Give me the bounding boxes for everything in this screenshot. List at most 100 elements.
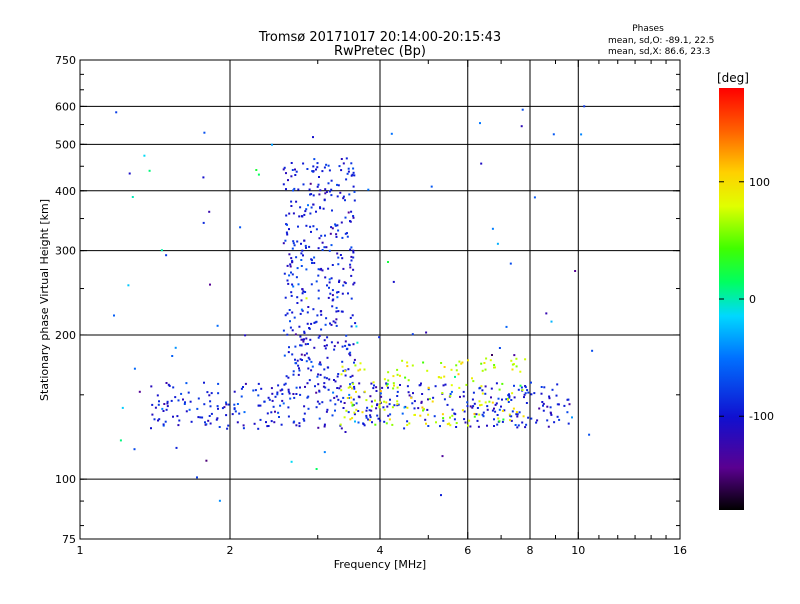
echo-point bbox=[550, 412, 552, 415]
echo-point bbox=[524, 386, 527, 389]
echo-point bbox=[347, 167, 350, 170]
echo-point bbox=[342, 284, 345, 287]
echo-point bbox=[440, 494, 442, 497]
y-axis-label: Stationary phase Virtual Height [km] bbox=[38, 199, 51, 401]
echo-point bbox=[441, 455, 444, 458]
echo-point bbox=[373, 384, 375, 387]
echo-point bbox=[350, 396, 353, 399]
echo-point bbox=[305, 297, 308, 300]
echo-point bbox=[317, 274, 320, 277]
echo-point bbox=[510, 419, 513, 422]
echo-point bbox=[479, 404, 481, 407]
echo-point bbox=[421, 393, 424, 395]
echo-point bbox=[287, 406, 290, 409]
echo-point bbox=[349, 375, 352, 378]
echo-point bbox=[240, 395, 243, 398]
echo-point bbox=[344, 216, 347, 219]
echo-point bbox=[450, 384, 453, 387]
echo-point bbox=[422, 361, 425, 364]
echo-point bbox=[338, 281, 340, 283]
echo-point bbox=[299, 386, 301, 389]
echo-point bbox=[342, 407, 345, 409]
echo-point bbox=[396, 373, 399, 376]
echo-point bbox=[478, 413, 481, 416]
echo-point bbox=[236, 403, 239, 405]
echo-point bbox=[307, 204, 309, 207]
echo-point bbox=[352, 249, 355, 252]
echo-point bbox=[271, 392, 274, 395]
echo-point bbox=[510, 415, 513, 418]
echo-point bbox=[203, 131, 206, 134]
echo-point bbox=[327, 164, 330, 167]
echo-point bbox=[165, 254, 168, 257]
echo-point bbox=[312, 194, 315, 197]
echo-point bbox=[318, 417, 321, 420]
echo-point bbox=[337, 184, 340, 187]
echo-point bbox=[493, 407, 495, 410]
echo-point bbox=[353, 281, 356, 284]
echo-point bbox=[345, 157, 348, 160]
echo-point bbox=[352, 251, 355, 254]
echo-point bbox=[336, 224, 339, 227]
echo-point bbox=[371, 421, 373, 424]
echo-point bbox=[505, 398, 508, 401]
echo-point bbox=[225, 403, 228, 406]
echo-point bbox=[327, 388, 330, 391]
echo-point bbox=[336, 296, 339, 299]
echo-point bbox=[403, 406, 406, 409]
echo-point bbox=[393, 384, 395, 387]
echo-point bbox=[337, 256, 340, 259]
echo-point bbox=[216, 417, 219, 420]
echo-point bbox=[391, 423, 394, 426]
echo-point bbox=[363, 390, 366, 393]
echo-point bbox=[525, 402, 528, 404]
echo-point bbox=[340, 427, 343, 430]
colorbar-ticks: 100 0 -100 bbox=[719, 176, 774, 423]
echo-point bbox=[498, 347, 501, 349]
echo-point bbox=[431, 400, 434, 403]
echo-point bbox=[349, 418, 352, 421]
echo-point bbox=[503, 409, 506, 412]
echo-point bbox=[167, 383, 170, 386]
echo-point bbox=[307, 356, 310, 359]
echo-point bbox=[336, 387, 339, 389]
echo-point bbox=[337, 229, 340, 232]
echo-point bbox=[349, 354, 352, 357]
echo-point bbox=[225, 414, 228, 417]
echo-point bbox=[314, 385, 316, 388]
echo-point bbox=[209, 422, 212, 425]
echo-point bbox=[128, 172, 131, 175]
echo-point bbox=[425, 331, 428, 334]
echo-point bbox=[358, 396, 361, 399]
echo-point bbox=[451, 408, 454, 411]
echo-point bbox=[289, 397, 292, 400]
echo-point bbox=[316, 375, 319, 378]
echo-point bbox=[131, 196, 134, 198]
echo-point bbox=[295, 276, 298, 279]
echo-point bbox=[591, 349, 594, 352]
echo-point bbox=[542, 409, 545, 412]
echo-point bbox=[413, 414, 416, 416]
echo-point bbox=[321, 401, 324, 404]
echo-point bbox=[294, 168, 296, 171]
echo-point bbox=[515, 413, 518, 416]
echo-point bbox=[341, 236, 344, 239]
echo-point bbox=[316, 400, 319, 403]
echo-point bbox=[316, 166, 319, 169]
echo-point bbox=[300, 242, 302, 245]
echo-point bbox=[209, 405, 212, 408]
echo-point bbox=[527, 391, 530, 394]
echo-point bbox=[347, 368, 350, 371]
echo-point bbox=[287, 376, 290, 379]
echo-point bbox=[263, 400, 266, 403]
echo-point bbox=[257, 427, 260, 430]
echo-point bbox=[207, 419, 210, 422]
echo-point bbox=[530, 417, 533, 420]
echo-point bbox=[317, 373, 320, 376]
echo-point bbox=[291, 259, 294, 262]
echo-point bbox=[298, 215, 301, 218]
echo-point bbox=[231, 413, 234, 416]
echo-point bbox=[281, 388, 283, 391]
echo-point bbox=[217, 382, 220, 385]
echo-point bbox=[495, 382, 498, 385]
